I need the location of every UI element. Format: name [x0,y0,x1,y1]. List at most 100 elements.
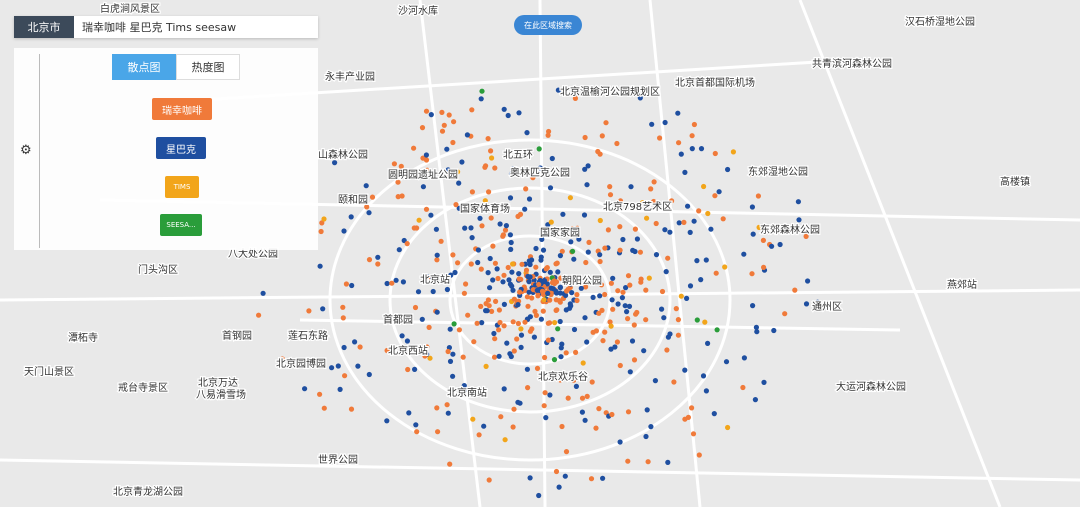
store-dot [340,315,346,321]
store-dot [474,388,480,394]
store-dot [516,110,522,116]
store-dot [741,355,748,361]
store-dot [342,373,348,379]
store-dot [684,295,690,301]
store-dot [600,475,606,481]
store-dot [406,170,413,176]
city-selector[interactable]: 北京市 [14,16,74,38]
store-dot [597,258,603,265]
store-dot [641,348,647,354]
store-dot [519,172,525,178]
store-dot [659,288,666,295]
store-dot [588,476,595,482]
store-dot [460,354,466,360]
legend-item[interactable]: TIMS [165,176,199,198]
store-dot [526,289,532,295]
store-dot [452,269,458,276]
store-dot [624,309,630,315]
store-dot [653,220,659,227]
store-dot [501,106,507,112]
store-dot [319,220,325,226]
area-search-button[interactable]: 在此区域搜索 [514,15,582,35]
legend-item[interactable]: 瑞幸咖啡 [152,98,212,120]
legend-item[interactable]: SEESA... [160,214,202,236]
store-dot [583,259,589,266]
store-dot [644,407,650,413]
road [418,0,482,507]
store-dot [450,351,456,357]
store-dot [702,319,708,325]
store-dot [549,230,555,236]
store-dot [435,429,441,435]
store-dot [600,338,606,344]
search-bar[interactable]: 北京市 瑞幸咖啡 星巴克 Tims seesaw [14,16,318,38]
scatter-tab[interactable]: 散点图 [112,54,176,80]
store-dot [675,332,682,338]
store-dot [412,366,418,372]
store-dot [395,194,401,200]
place-label: 北京南站 [447,386,487,399]
store-dot [329,365,335,371]
store-dot [302,386,308,392]
store-dot [576,236,582,242]
store-dot [507,232,513,238]
store-dot [597,217,603,224]
place-label: 国家家园 [540,226,580,239]
store-dot [559,423,565,430]
store-dot [634,309,640,316]
store-dot [740,384,746,391]
store-dot [593,328,600,334]
store-dot [610,275,616,281]
store-dot [517,400,523,406]
store-dot [662,119,668,126]
place-label: 山森林公园 [318,148,368,161]
legend-item[interactable]: 星巴克 [156,137,206,159]
store-dot [455,260,461,266]
store-dot [487,285,493,291]
store-dot [534,365,541,371]
store-dot [749,171,755,177]
heat-tab[interactable]: 热度图 [176,54,240,80]
store-dot [564,288,570,294]
store-dot [318,228,324,235]
store-dot [533,264,539,270]
store-dot [661,315,667,321]
store-dot [756,224,762,230]
store-dot [490,277,496,283]
store-dot [582,417,588,423]
store-dot [578,285,584,291]
store-dot [553,297,559,303]
store-dot [461,383,467,389]
store-dot [665,255,671,261]
store-dot [553,468,560,475]
store-dot [541,403,547,409]
store-dot [491,330,497,337]
store-dot [423,206,430,212]
store-dot [607,192,614,198]
store-dot [540,167,547,173]
store-dot [644,215,650,221]
store-dot [671,379,677,385]
store-dot [705,340,711,346]
store-dot [803,301,810,307]
store-dot [510,319,516,325]
store-dot [651,179,657,185]
store-dot [506,277,512,283]
settings-icon[interactable]: ⚙ [20,143,32,158]
store-dot [369,194,376,200]
store-dot [573,349,579,355]
search-input[interactable]: 瑞幸咖啡 星巴克 Tims seesaw [82,21,237,34]
store-dot [555,87,562,93]
store-dot [505,264,511,271]
store-dot [713,270,719,276]
store-dot [803,233,809,239]
store-dot [712,193,718,199]
store-dot [320,306,326,312]
store-dot [389,280,395,286]
store-dot [617,439,623,445]
store-dot [542,390,548,396]
store-dot [482,164,488,170]
store-dot [619,295,626,301]
store-dot [475,247,481,253]
